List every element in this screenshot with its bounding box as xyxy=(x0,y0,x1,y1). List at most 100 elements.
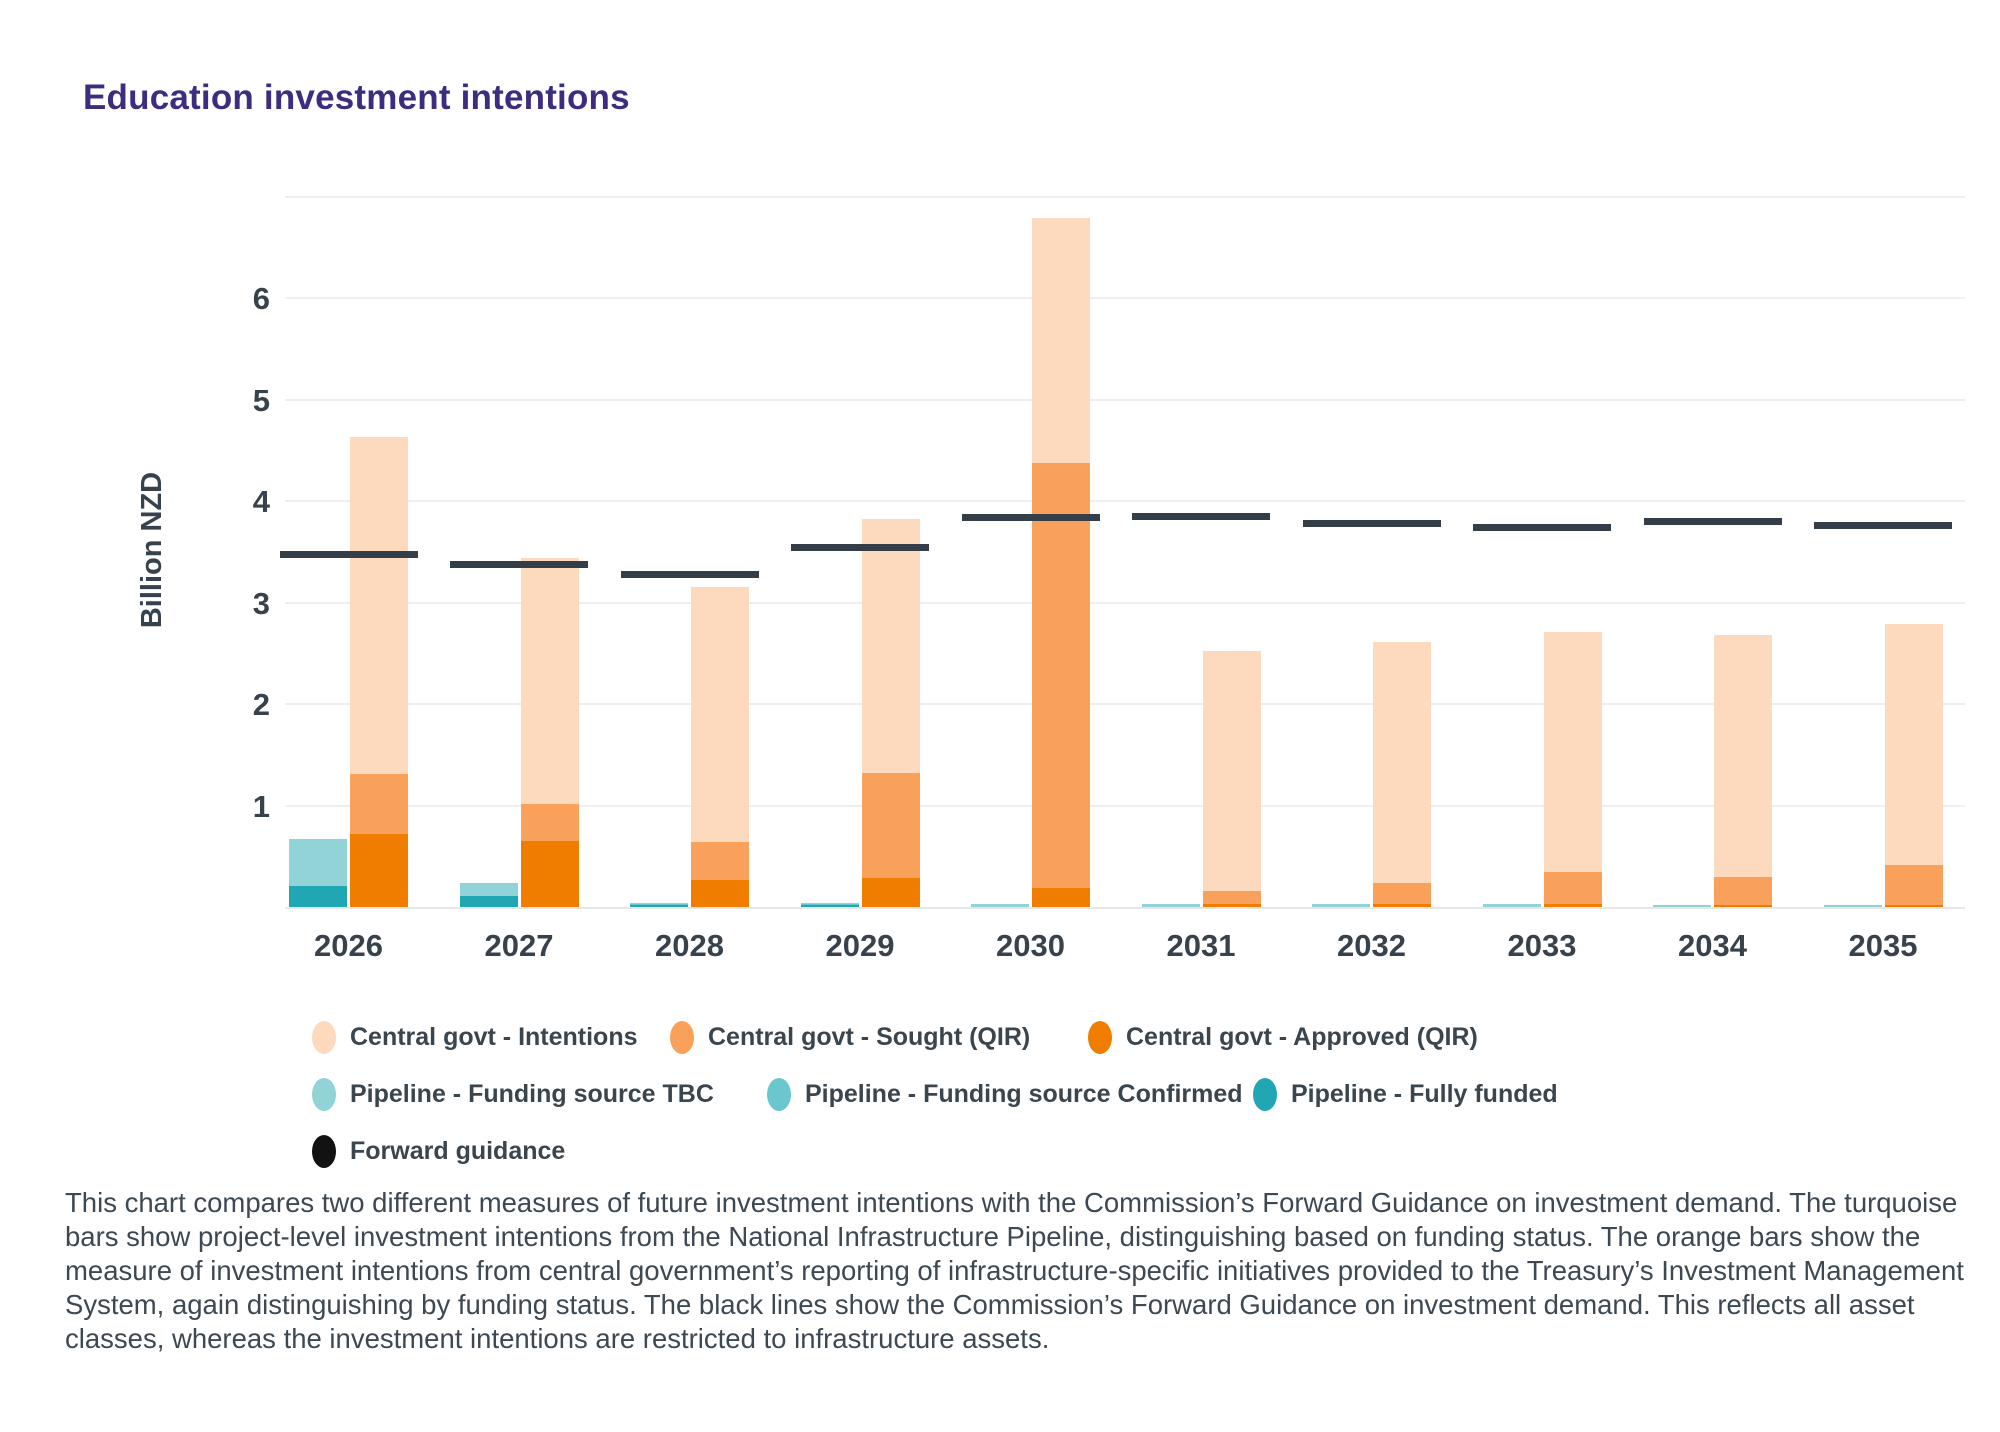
forward-guidance-line-2034 xyxy=(1643,517,1782,525)
bar-segment-central-2026 xyxy=(350,774,408,834)
bar-segment-central-2027 xyxy=(520,557,579,805)
legend-label: Central govt - Approved (QIR) xyxy=(1126,1022,1478,1051)
gridline-6 xyxy=(285,297,1965,299)
legend-item: Pipeline - Fully funded xyxy=(1253,1075,1558,1113)
forward-guidance-line-2026 xyxy=(279,551,418,559)
bar-segment-central-2035 xyxy=(1884,904,1943,907)
x-tick-label-2030: 2030 xyxy=(996,928,1065,963)
bar-segment-central-2035 xyxy=(1884,865,1943,905)
forward-guidance-line-2033 xyxy=(1473,523,1611,531)
bar-segment-pipeline-2026 xyxy=(289,838,347,886)
gridline-2 xyxy=(285,703,1965,705)
gridline-7 xyxy=(285,195,1965,198)
y-tick-label-3: 3 xyxy=(252,585,270,621)
bar-segment-central-2026 xyxy=(350,437,408,775)
y-tick-label-4: 4 xyxy=(252,484,270,519)
legend-item: Pipeline - Funding source Confirmed xyxy=(767,1075,1243,1113)
bar-segment-pipeline-2033 xyxy=(1482,903,1541,907)
bar-segment-central-2034 xyxy=(1714,634,1772,877)
y-tick-label-6: 6 xyxy=(252,281,270,316)
forward-guidance-line-2030 xyxy=(961,513,1100,521)
x-tick-label-2033: 2033 xyxy=(1507,928,1577,963)
legend-label: Forward guidance xyxy=(350,1136,566,1165)
forward-guidance-line-2035 xyxy=(1814,521,1952,529)
legend-label: Pipeline - Funding source Confirmed xyxy=(805,1079,1243,1108)
bar-segment-central-2029 xyxy=(861,519,920,774)
x-tick-label-2031: 2031 xyxy=(1166,928,1236,963)
bar-segment-pipeline-2026 xyxy=(289,885,347,907)
bar-segment-pipeline-2027 xyxy=(459,895,518,907)
chart-title: Education investment intentions xyxy=(83,78,630,117)
gridline-3 xyxy=(285,601,1965,604)
legend-item: Forward guidance xyxy=(312,1132,565,1170)
legend-swatch-icon xyxy=(767,1077,791,1111)
bar-segment-pipeline-2028 xyxy=(630,902,688,904)
bar-segment-central-2034 xyxy=(1714,904,1772,907)
bar-segment-central-2029 xyxy=(861,877,920,907)
legend-label: Central govt - Intentions xyxy=(350,1022,638,1051)
forward-guidance-line-2032 xyxy=(1302,519,1441,527)
bar-segment-central-2032 xyxy=(1373,882,1431,904)
legend-item: Central govt - Intentions xyxy=(312,1018,638,1056)
bar-segment-central-2032 xyxy=(1373,903,1431,907)
legend-swatch-icon xyxy=(312,1077,336,1111)
gridline-5 xyxy=(285,398,1965,401)
plot-area: 1 2 3 4 5 6 2026 2027 2028 2029 2030 2031 2032 2033 20… xyxy=(252,195,1965,963)
legend-label: Pipeline - Fully funded xyxy=(1291,1079,1558,1108)
bar-segment-central-2026 xyxy=(350,833,408,907)
bar-segment-central-2032 xyxy=(1373,642,1431,883)
x-tick-label-2026: 2026 xyxy=(314,928,383,963)
bar-segment-central-2033 xyxy=(1543,872,1602,904)
legend-swatch-icon xyxy=(670,1020,694,1054)
x-tick-label-2027: 2027 xyxy=(484,928,554,963)
legend-swatch-icon xyxy=(312,1020,336,1054)
bar-segment-pipeline-2027 xyxy=(459,882,518,896)
x-tick-label-2028: 2028 xyxy=(655,928,724,963)
bar-segment-central-2031 xyxy=(1202,903,1261,907)
y-axis-title: Billion NZD xyxy=(135,471,168,629)
y-tick-label-2: 2 xyxy=(252,687,270,722)
x-axis-line xyxy=(285,907,1965,909)
bar-segment-pipeline-2030 xyxy=(971,903,1029,907)
y-tick-label-1: 1 xyxy=(252,788,270,824)
bar-segment-central-2031 xyxy=(1202,651,1261,891)
legend-item: Central govt - Approved (QIR) xyxy=(1088,1018,1478,1056)
bar-segment-central-2035 xyxy=(1884,623,1943,866)
bar-segment-central-2034 xyxy=(1714,876,1772,905)
forward-guidance-line-2028 xyxy=(620,570,759,578)
bar-segment-pipeline-2029 xyxy=(800,904,859,907)
bar-segment-central-2027 xyxy=(520,804,579,842)
bar-segment-pipeline-2029 xyxy=(800,903,859,905)
x-tick-label-2034: 2034 xyxy=(1678,928,1747,963)
legend-swatch-icon xyxy=(1253,1077,1277,1111)
legend-item: Central govt - Sought (QIR) xyxy=(670,1018,1030,1056)
gridline-4 xyxy=(285,500,1965,502)
bar-segment-central-2028 xyxy=(691,587,749,843)
y-tick-label-5: 5 xyxy=(252,382,270,418)
bar-segment-central-2030 xyxy=(1032,217,1090,464)
bar-segment-pipeline-2028 xyxy=(630,903,688,905)
legend-label: Central govt - Sought (QIR) xyxy=(708,1022,1031,1051)
bar-segment-pipeline-2034 xyxy=(1653,904,1711,907)
bar-segment-central-2028 xyxy=(691,879,749,907)
forward-guidance-line-2029 xyxy=(791,544,929,552)
legend-label: Pipeline - Funding source TBC xyxy=(350,1079,714,1108)
gridline-1 xyxy=(285,804,1965,807)
bar-segment-central-2027 xyxy=(520,841,579,907)
bar-segment-pipeline-2035 xyxy=(1823,904,1882,907)
bar-segment-central-2029 xyxy=(861,773,920,878)
forward-guidance-line-2031 xyxy=(1132,512,1270,520)
bar-segment-central-2030 xyxy=(1032,463,1090,888)
x-tick-label-2035: 2035 xyxy=(1848,928,1918,963)
bar-segment-central-2028 xyxy=(691,842,749,880)
bar-segment-pipeline-2029 xyxy=(800,902,859,904)
legend-swatch-icon xyxy=(312,1134,336,1168)
bar-segment-pipeline-2028 xyxy=(630,904,688,907)
legend-swatch-icon xyxy=(1088,1020,1112,1054)
x-tick-label-2029: 2029 xyxy=(825,928,895,963)
bar-segment-central-2030 xyxy=(1032,887,1090,907)
bar-segment-central-2031 xyxy=(1202,890,1261,904)
bar-segment-central-2033 xyxy=(1543,631,1602,873)
bar-segment-central-2033 xyxy=(1543,903,1602,907)
